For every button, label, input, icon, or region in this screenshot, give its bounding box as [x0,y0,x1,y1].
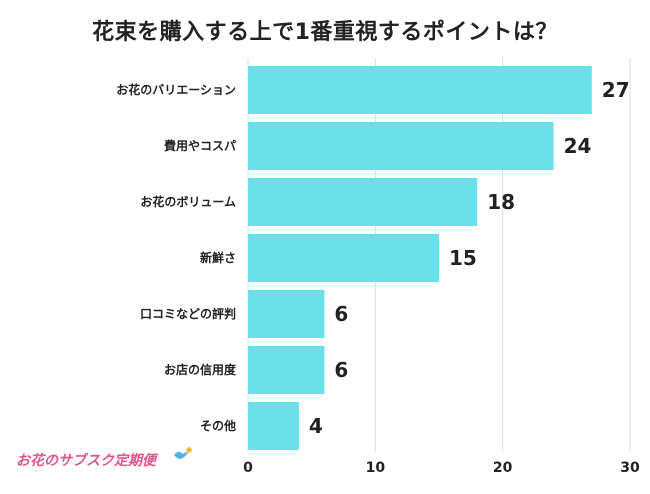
x-tick-label: 20 [493,460,513,476]
chart-title: 花束を購入する上で1番重視するポイントは？ [92,20,558,45]
bird-flower-icon [174,447,192,459]
bar [248,346,325,394]
value-label: 6 [334,302,348,326]
value-label: 27 [602,78,630,102]
x-tick-label: 0 [243,460,253,476]
category-label: 費用やコスパ [164,138,236,153]
value-label: 4 [309,414,323,438]
value-label: 15 [449,246,477,270]
bars [248,66,592,450]
brand-logo-text: お花のサブスク定期便 [16,453,156,469]
category-label: お店の信用度 [164,362,237,377]
value-label: 6 [334,358,348,382]
category-label: 新鮮さ [200,250,236,265]
bar [248,402,299,450]
value-label: 24 [564,134,592,158]
bar [248,178,478,226]
bar [248,66,592,114]
x-tick-label: 10 [366,460,386,476]
bar [248,122,554,170]
value-labels: 27 24 18 15 6 6 4 [309,78,630,438]
category-label: お花のボリューム [140,194,236,209]
category-label: お花のバリエーション [116,82,236,97]
category-label: 口コミなどの評判 [140,306,236,321]
category-labels: お花のバリエーション費用やコスパお花のボリューム新鮮さ口コミなどの評判お店の信用… [116,82,237,433]
x-axis-ticks: 0 10 20 30 [243,460,640,476]
bar [248,290,325,338]
value-label: 18 [487,190,515,214]
x-tick-label: 30 [620,460,640,476]
bar [248,234,439,282]
category-label: その他 [200,418,236,433]
